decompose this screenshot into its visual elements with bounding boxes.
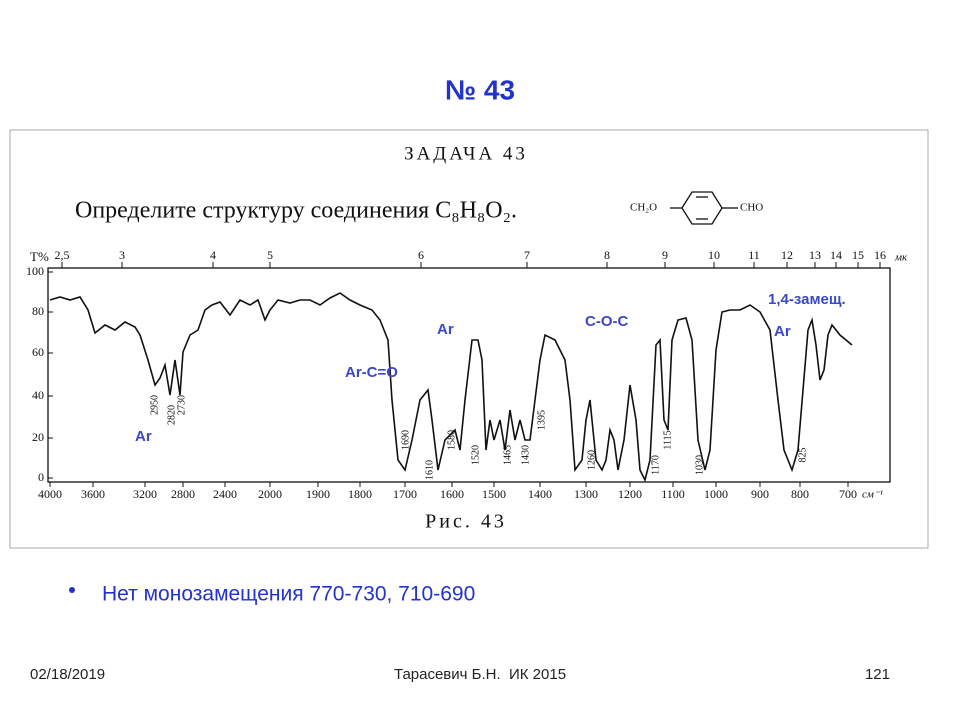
annotation: C-O-C — [585, 313, 628, 330]
top-tick-label: 3 — [119, 248, 125, 262]
figure-frame — [9, 129, 929, 549]
bottom-tick-label: 1600 — [440, 487, 464, 501]
bottom-tick-label: 1100 — [661, 487, 685, 501]
bottom-tick-label: 1000 — [704, 487, 728, 501]
title: № 43 — [445, 74, 515, 105]
top-tick-label: 12 — [781, 248, 793, 262]
peak-label: 2820 — [166, 405, 177, 425]
benzene — [670, 191, 738, 225]
bottom-tick-label: 1900 — [306, 487, 330, 501]
footer-page: 121 — [865, 666, 890, 683]
peak-label: 1260 — [586, 450, 597, 470]
peak-label: 1115 — [662, 430, 673, 449]
bottom-tick-label: 1500 — [482, 487, 506, 501]
bottom-tick-label: 800 — [791, 487, 809, 501]
bottom-tick-label: 2000 — [258, 487, 282, 501]
peak-label: 825 — [797, 448, 808, 463]
bottom-tick-label: 1400 — [528, 487, 552, 501]
bullet-dot — [69, 587, 75, 593]
top-tick-label: 11 — [748, 248, 760, 262]
peak-label: 1430 — [520, 445, 531, 465]
bottom-tick-label: 2400 — [213, 487, 237, 501]
top-tick-label: 16 — [874, 248, 886, 262]
footer-author: Тарасевич Б.Н. ИК 2015 — [394, 666, 566, 683]
left-tick-label: 0 — [38, 470, 44, 484]
bottom-tick-label: 2800 — [171, 487, 195, 501]
left-tick-label: 60 — [32, 345, 44, 359]
top-tick-label: 13 — [809, 248, 821, 262]
peak-label: 1170 — [650, 455, 661, 475]
figure-heading: ЗАДАЧА 43 — [404, 143, 528, 164]
bottom-unit: см⁻¹ — [862, 489, 883, 501]
annotation: 1,4-замещ. — [768, 291, 846, 308]
top-tick-label: 5 — [267, 248, 273, 262]
bottom-tick-label: 1200 — [618, 487, 642, 501]
peak-label: 1610 — [424, 460, 435, 480]
annotation: Ar — [774, 323, 791, 340]
top-tick-label: 6 — [418, 248, 424, 262]
left-tick-label: 100 — [26, 264, 44, 278]
spectrum — [49, 292, 853, 483]
bottom-tick-label: 3200 — [133, 487, 157, 501]
annotation: Ar — [135, 428, 152, 445]
struct-left: CH₂O — [630, 202, 657, 214]
top-tick-label: 2,5 — [55, 248, 70, 262]
top-tick-label: 15 — [852, 248, 864, 262]
bottom-tick-label: 4000 — [38, 487, 62, 501]
annotation: Ar — [437, 321, 454, 338]
bottom-tick-label: 1700 — [393, 487, 417, 501]
top-tick-label: 10 — [708, 248, 720, 262]
left-tick-label: 40 — [32, 388, 44, 402]
top-tick-label: 9 — [662, 248, 668, 262]
top-tick-label: 4 — [210, 248, 216, 262]
bottom-tick-label: 900 — [751, 487, 769, 501]
peak-label: 1030 — [694, 455, 705, 475]
peak-label: 1580 — [446, 430, 457, 450]
bottom-tick-label: 3600 — [81, 487, 105, 501]
top-unit: мк — [894, 252, 908, 264]
footer-date: 02/18/2019 — [30, 666, 105, 683]
peak-label: 1465 — [502, 445, 513, 465]
caption: Рис. 43 — [425, 511, 507, 533]
task: Определите структуру соединения C₈H₈O₂. — [75, 198, 517, 224]
y-axis-label: T% — [30, 249, 49, 264]
left-tick-label: 80 — [32, 304, 44, 318]
top-tick-label: 7 — [524, 248, 530, 262]
peak-label: 2950 — [149, 395, 160, 415]
bottom-tick-label: 1800 — [348, 487, 372, 501]
peak-label: 1520 — [470, 445, 481, 465]
top-tick-label: 14 — [830, 248, 842, 262]
struct-right: CHO — [740, 202, 763, 214]
peak-label: 1690 — [400, 430, 411, 450]
annotation: Ar-C=O — [345, 364, 398, 381]
plot-frame — [47, 267, 891, 483]
left-tick-label: 20 — [32, 430, 44, 444]
bottom-tick-label: 700 — [839, 487, 857, 501]
bullet: Нет монозамещения 770-730, 710-690 — [102, 583, 475, 606]
peak-label: 1395 — [536, 410, 547, 430]
peak-label: 2730 — [176, 395, 187, 415]
bottom-tick-label: 1300 — [574, 487, 598, 501]
top-tick-label: 8 — [604, 248, 610, 262]
